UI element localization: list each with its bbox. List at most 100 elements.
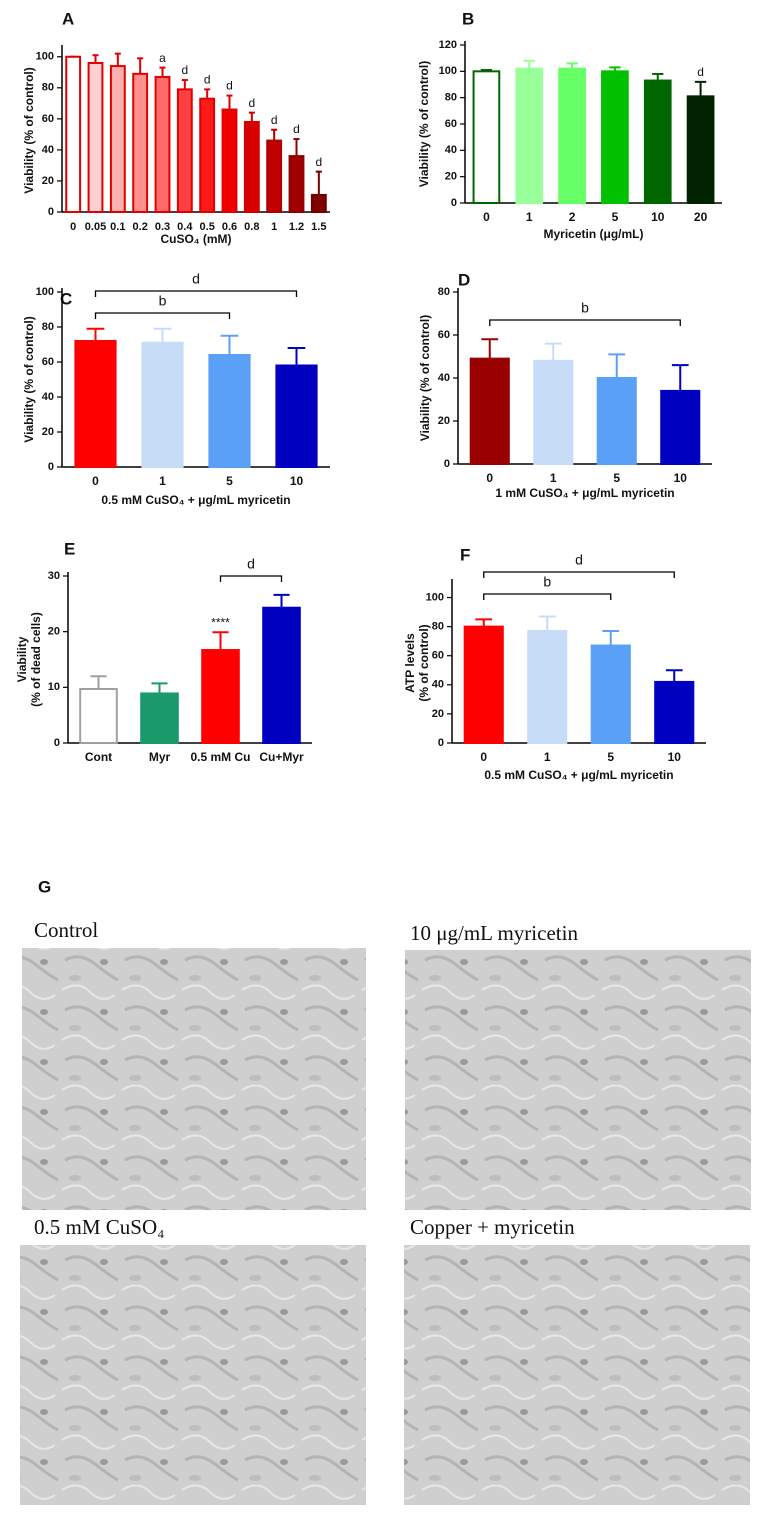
- x-tick-label: 1: [159, 474, 166, 488]
- micrograph: [405, 950, 751, 1210]
- bar: [596, 377, 637, 465]
- panel-letter: C: [60, 289, 72, 308]
- bar: [463, 625, 504, 744]
- y-tick-label: 0: [444, 458, 450, 470]
- panel-letter: F: [460, 545, 470, 564]
- x-tick-label: 0.1: [110, 221, 125, 233]
- x-tick-label: Myr: [149, 750, 171, 764]
- bar: [140, 692, 179, 744]
- x-tick-label: Cu+Myr: [259, 750, 304, 764]
- x-tick-label: 1: [544, 750, 551, 764]
- x-tick-label: Cont: [85, 750, 112, 764]
- bracket-label: b: [543, 574, 551, 590]
- x-tick-label: 20: [694, 210, 708, 224]
- y-tick-label: 60: [42, 113, 54, 125]
- micrograph: [22, 948, 366, 1210]
- bar: [176, 88, 193, 213]
- y-tick-label: 60: [445, 118, 457, 130]
- annotation: d: [204, 73, 211, 87]
- y-tick-label: 40: [432, 679, 444, 691]
- bar: [288, 155, 305, 214]
- y-tick-label: 10: [48, 681, 60, 693]
- y-tick-label: 0: [438, 737, 444, 749]
- annotation: d: [315, 155, 322, 169]
- x-tick-label: 0.6: [222, 221, 237, 233]
- bracket: [94, 290, 298, 297]
- bar: [221, 108, 238, 213]
- bar: [266, 139, 283, 213]
- annotation: d: [226, 79, 233, 93]
- y-tick-label: 0: [451, 197, 457, 209]
- bracket-label: d: [192, 271, 200, 287]
- micrograph: [404, 1245, 750, 1505]
- y-tick-label: 20: [48, 626, 60, 638]
- y-tick-label: 100: [36, 286, 54, 298]
- y-tick-label: 40: [42, 144, 54, 156]
- y-tick-label: 60: [42, 356, 54, 368]
- bar: [87, 61, 104, 213]
- annotation: a: [159, 51, 166, 65]
- x-tick-label: 1: [550, 471, 557, 485]
- bar: [79, 688, 118, 745]
- y-tick-label: 80: [445, 92, 457, 104]
- x-tick-label: 10: [668, 750, 682, 764]
- bar: [469, 357, 510, 465]
- y-tick-label: 40: [42, 391, 54, 403]
- y-tick-label: 0: [48, 461, 54, 473]
- bar: [643, 79, 672, 204]
- bar: [515, 67, 544, 204]
- y-axis-label: (% of dead cells): [29, 612, 43, 707]
- y-tick-label: 80: [432, 621, 444, 633]
- bar: [74, 340, 117, 468]
- bar: [590, 644, 631, 745]
- y-axis-label: Viability (% of control): [22, 67, 36, 193]
- x-tick-label: 5: [612, 210, 619, 224]
- y-tick-label: 80: [42, 321, 54, 333]
- y-tick-label: 20: [445, 171, 457, 183]
- y-tick-label: 20: [432, 708, 444, 720]
- x-axis-label: 0.5 mM CuSO₄ + μg/mL myricetin: [101, 493, 290, 507]
- bar: [262, 606, 301, 744]
- y-tick-label: 30: [48, 570, 60, 582]
- x-tick-label: 0: [92, 474, 99, 488]
- y-tick-label: 0: [48, 206, 54, 218]
- bar: [601, 70, 629, 205]
- y-tick-label: 80: [438, 286, 450, 298]
- y-tick-label: 100: [36, 51, 54, 63]
- annotation: ****: [211, 615, 230, 629]
- x-axis-label: Myricetin (μg/mL): [543, 227, 643, 241]
- bar: [686, 95, 715, 204]
- micrograph-label: 10 μg/mL myricetin: [410, 921, 578, 945]
- y-axis-label: Viability: [15, 636, 29, 682]
- x-tick-label: 1.2: [289, 221, 304, 233]
- bar: [310, 193, 327, 214]
- bracket-label: d: [247, 556, 255, 572]
- x-tick-label: 10: [651, 210, 665, 224]
- bracket: [483, 593, 612, 600]
- micrograph: [20, 1245, 366, 1505]
- bar: [243, 120, 260, 213]
- x-axis-label: 0.5 mM CuSO₄ + μg/mL myricetin: [484, 768, 673, 782]
- micrograph-label: Control: [34, 918, 98, 942]
- y-tick-label: 40: [438, 372, 450, 384]
- y-tick-label: 100: [439, 65, 457, 77]
- panel-letter: E: [64, 539, 75, 558]
- bar: [201, 649, 240, 745]
- bar: [199, 97, 216, 213]
- bar: [654, 680, 695, 745]
- bar: [558, 67, 586, 204]
- annotation: d: [271, 113, 278, 127]
- x-tick-label: 0: [70, 221, 76, 233]
- y-tick-label: 20: [42, 175, 54, 187]
- annotation: d: [697, 65, 704, 79]
- panel-letter: G: [38, 877, 51, 896]
- annotation: d: [248, 96, 255, 110]
- x-tick-label: 5: [607, 750, 614, 764]
- y-tick-label: 120: [439, 39, 457, 51]
- x-tick-label: 1: [271, 221, 277, 233]
- bracket: [219, 575, 283, 582]
- bar: [275, 364, 318, 468]
- x-tick-label: 0: [483, 210, 490, 224]
- bracket-label: b: [581, 300, 589, 316]
